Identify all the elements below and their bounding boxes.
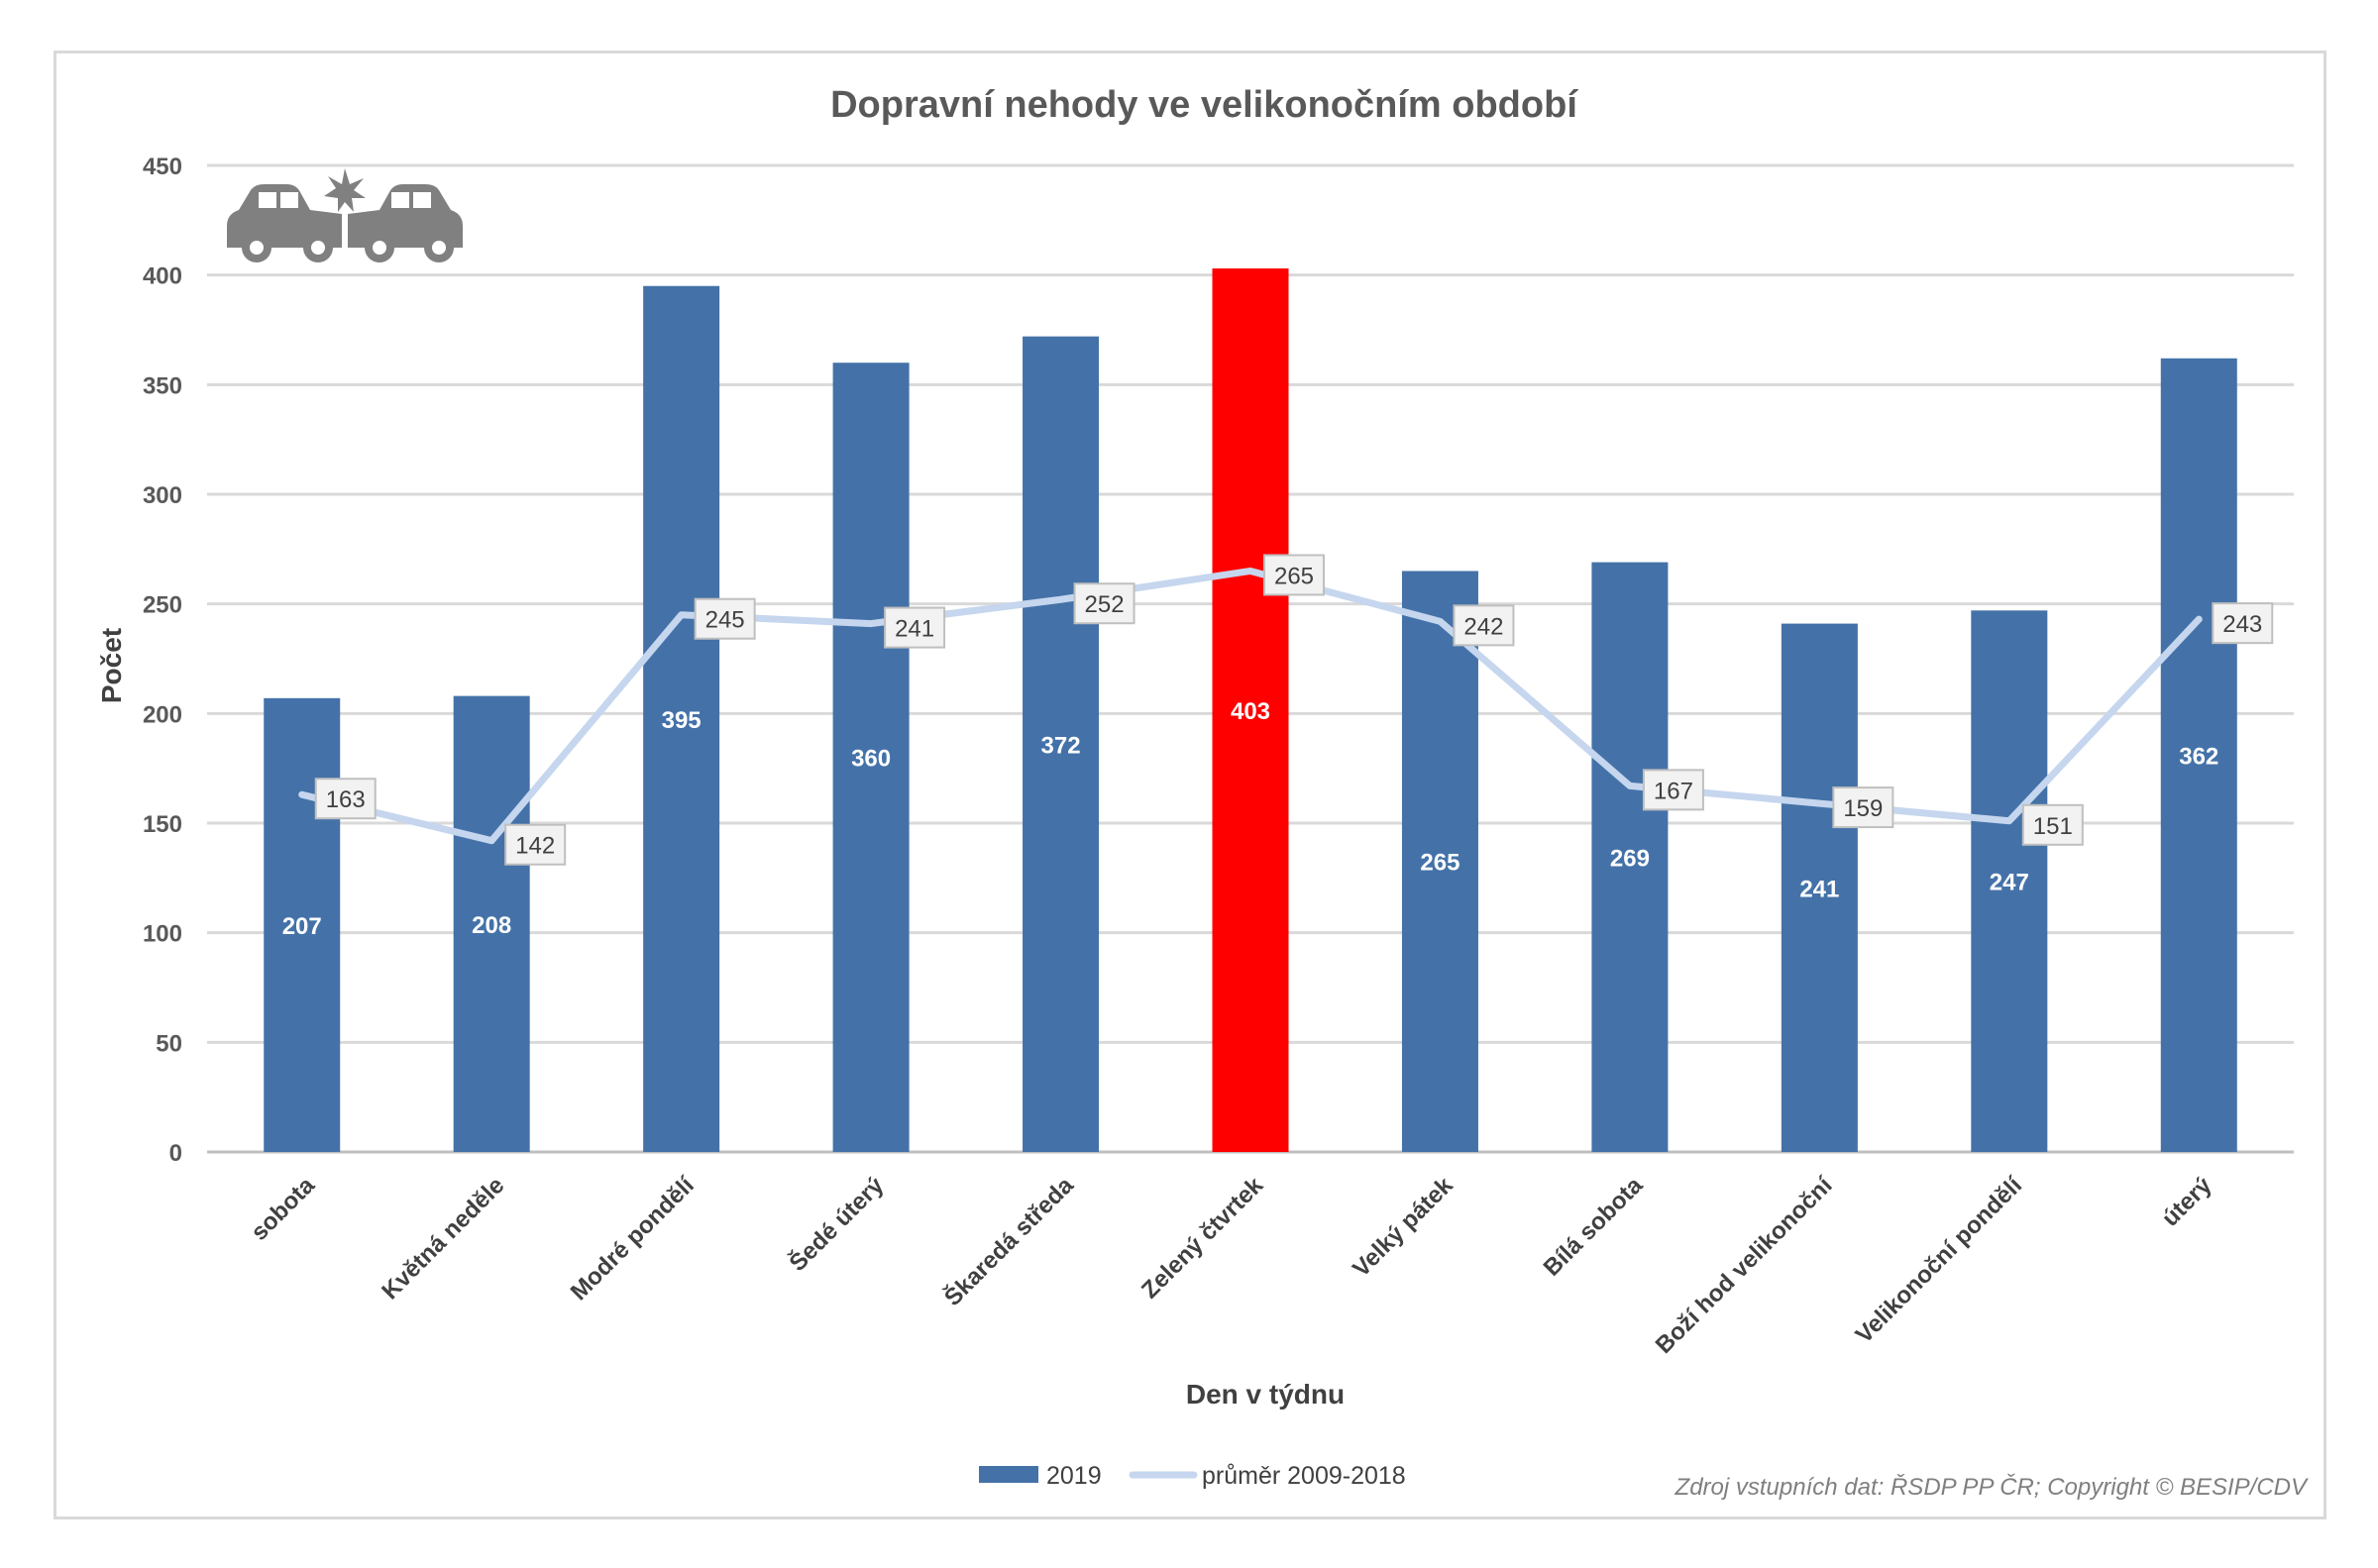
line-label-box [694, 597, 756, 640]
data-labels: 207 208 395 360 372 403 265 269 241 247 362 163 142 2… [282, 554, 2274, 940]
line-label-box [1453, 604, 1515, 647]
line-value-label: 151 [2033, 813, 2073, 840]
x-tick-labels: sobota Květná neděle Modré pondělí Šedé úte… [246, 1171, 2217, 1359]
y-tick-label: 150 [143, 811, 182, 838]
line-value-label: 163 [326, 786, 366, 813]
y-axis-title: Počet [96, 628, 127, 703]
legend: 2019 průměr 2009-2018 [979, 1462, 1406, 1490]
bar [643, 285, 720, 1152]
bar [1781, 623, 1858, 1152]
line-label-box [1832, 786, 1894, 829]
line-value-label: 252 [1085, 591, 1125, 618]
category-label: Velikonoční pondělí [1851, 1171, 2028, 1348]
y-tick-label: 0 [169, 1140, 182, 1167]
bar [1401, 571, 1478, 1152]
bar [832, 363, 910, 1152]
line-value-label: 167 [1654, 778, 1693, 804]
bar-value-label: 269 [1610, 845, 1650, 872]
category-label: Zelený čtvrtek [1136, 1172, 1269, 1305]
category-label: Bílá sobota [1539, 1172, 1649, 1282]
bar-value-label: 362 [2179, 743, 2218, 770]
bar-value-label: 247 [1990, 870, 2029, 896]
category-label: Květná neděle [377, 1172, 509, 1305]
category-label: sobota [246, 1172, 320, 1246]
x-axis-title: Den v týdnu [1186, 1379, 1345, 1410]
y-tick-label: 250 [143, 592, 182, 619]
bar-value-label: 208 [472, 912, 511, 939]
category-label: úterý [2157, 1172, 2217, 1232]
bars [264, 268, 2237, 1153]
y-tick-label: 400 [143, 263, 182, 290]
line-label-box [1073, 582, 1135, 625]
y-tick-label: 450 [143, 154, 182, 180]
line-value-label: 241 [895, 616, 934, 643]
line-label-box [314, 778, 377, 820]
bar-value-label: 372 [1041, 732, 1081, 759]
legend-label-average: průměr 2009-2018 [1202, 1462, 1406, 1490]
line-value-label: 242 [1463, 613, 1503, 640]
line-value-label: 245 [705, 607, 745, 634]
line-label-box [504, 823, 567, 866]
bar-value-label: 241 [1799, 876, 1839, 902]
bar [453, 695, 530, 1152]
line-label-box [884, 606, 946, 649]
chart-frame [54, 51, 2326, 1519]
bar-value-label: 265 [1420, 850, 1459, 877]
legend-label-2019: 2019 [1046, 1462, 1102, 1490]
bar [264, 697, 341, 1152]
category-label: Modré pondělí [566, 1171, 701, 1306]
line-label-box [1642, 769, 1704, 811]
bar [2160, 358, 2237, 1153]
line-value-label: 142 [515, 833, 555, 860]
category-label: Velký pátek [1348, 1172, 1459, 1283]
category-label: Škaredá středa [938, 1171, 1079, 1311]
y-tick-labels: 0 50 100 150 200 250 300 350 400 450 [143, 154, 182, 1167]
line-value-label: 159 [1843, 795, 1883, 822]
y-tick-label: 100 [143, 921, 182, 948]
y-tick-label: 200 [143, 701, 182, 728]
line-value-label: 265 [1274, 563, 1314, 589]
bar-value-label: 403 [1231, 698, 1270, 725]
line-label-box [1263, 554, 1325, 596]
y-tick-label: 300 [143, 482, 182, 509]
chart-title: Dopravní nehody ve velikonočním období [830, 84, 1578, 126]
source-note: Zdroj vstupních dat: ŘSDP PP ČR; Copyrig… [1675, 1473, 2309, 1501]
bar-value-label: 207 [282, 913, 322, 940]
category-label: Šedé úterý [784, 1171, 890, 1277]
y-tick-label: 50 [156, 1030, 182, 1057]
bar [1591, 562, 1669, 1152]
line-label-box [2212, 602, 2274, 645]
y-tick-label: 350 [143, 372, 182, 399]
legend-swatch-bar [979, 1466, 1038, 1483]
bar [1023, 336, 1100, 1152]
bar [1212, 268, 1289, 1152]
line-value-label: 243 [2222, 611, 2262, 638]
bar-value-label: 360 [851, 746, 891, 773]
bar-value-label: 395 [662, 707, 702, 734]
bar [1971, 610, 2048, 1152]
category-label: Boží hod velikonoční [1651, 1171, 1839, 1359]
line-label-box [2021, 803, 2084, 846]
car-crash-icon [227, 168, 463, 262]
